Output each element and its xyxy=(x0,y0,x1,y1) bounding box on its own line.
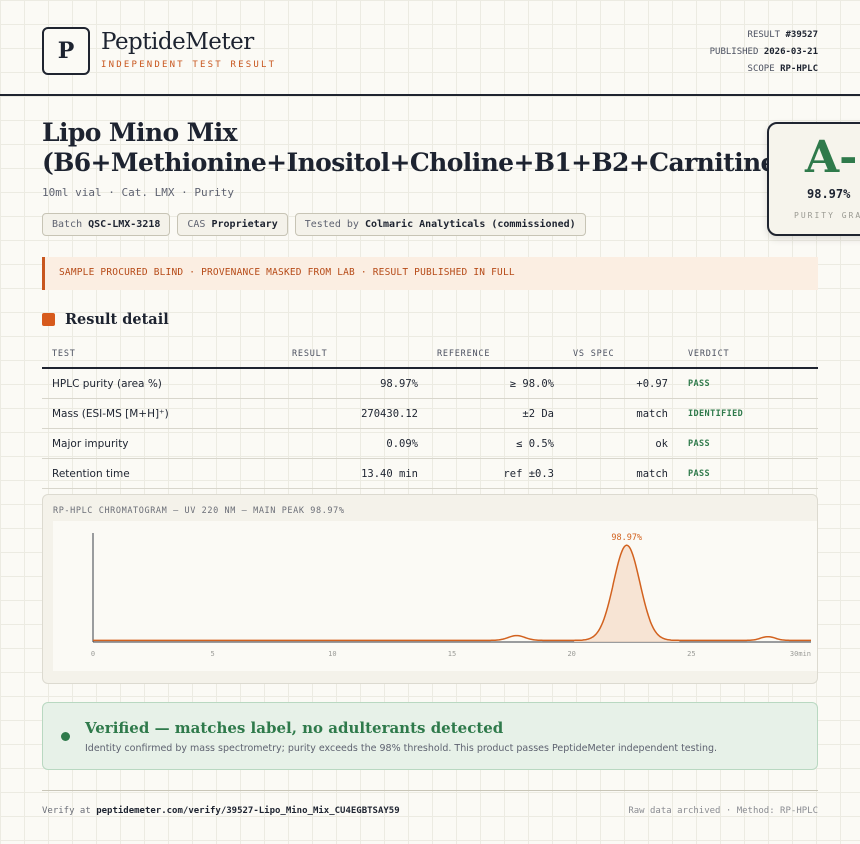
tested-value: Colmaric Analyticals (commissioned) xyxy=(364,219,576,230)
cell-reference: ref ±0.3 xyxy=(503,468,554,480)
cell-reference: ±2 Da xyxy=(522,408,554,420)
table-row: Retention time 13.40 min ref ±0.3 match … xyxy=(42,459,818,489)
table-header: TEST RESULT REFERENCE VS SPEC VERDICT xyxy=(42,340,818,369)
chromatogram-chart: 98.97% 0 5 10 15 20 25 30min xyxy=(91,533,811,658)
cell-vs-spec: +0.97 xyxy=(636,378,668,390)
verified-text: Identity confirmed by mass spectrometry;… xyxy=(85,743,718,754)
cell-vs-spec: ok xyxy=(655,438,668,450)
cell-verdict: IDENTIFIED xyxy=(688,409,744,419)
grade-card: A- 98.97% PURITY GRADE xyxy=(767,122,860,236)
grade-label: PURITY GRADE xyxy=(794,211,860,220)
verify-prefix: Verify at xyxy=(42,806,91,816)
verify-url[interactable]: peptidemeter.com/verify/39527-Lipo_Mino_… xyxy=(96,806,400,816)
result-id-line: RESULT #39527 xyxy=(710,27,818,44)
footer-method: Raw data archived · Method: RP-HPLC xyxy=(628,806,818,816)
header-test: TEST xyxy=(52,349,76,359)
published-label: PUBLISHED xyxy=(709,47,759,57)
published-line: PUBLISHED 2026-03-21 xyxy=(710,44,818,61)
cell-test: Major impurity xyxy=(52,438,129,450)
scope-label: SCOPE xyxy=(747,64,775,74)
header-reference: REFERENCE xyxy=(437,349,491,359)
cas-value: Proprietary xyxy=(211,219,278,230)
header-result: RESULT xyxy=(292,349,328,359)
tested-by-chip: Tested by Colmaric Analyticals (commissi… xyxy=(294,213,586,236)
cas-chip: CAS Proprietary xyxy=(177,213,288,236)
cell-result: 98.97% xyxy=(380,378,418,390)
chromatogram-plot-area: 98.97% 0 5 10 15 20 25 30min xyxy=(53,521,817,671)
cell-result: 13.40 min xyxy=(361,468,418,480)
cell-result: 0.09% xyxy=(386,438,418,450)
scope-line: SCOPE RP-HPLC xyxy=(710,61,818,78)
header-verdict: VERDICT xyxy=(688,349,730,359)
x-tick-label: 0 xyxy=(91,650,95,658)
chromatogram-panel: RP-HPLC CHROMATOGRAM — UV 220 NM — MAIN … xyxy=(42,494,818,684)
cell-test: HPLC purity (area %) xyxy=(52,378,162,390)
cell-reference: ≥ 98.0% xyxy=(509,378,554,390)
published-date: 2026-03-21 xyxy=(763,47,818,57)
chromatogram-line xyxy=(93,544,811,642)
section-marker-icon xyxy=(42,313,55,326)
blind-sample-notice: SAMPLE PROCURED BLIND · PROVENANCE MASKE… xyxy=(42,257,818,290)
grade-letter: A- xyxy=(805,132,858,183)
scope-value: RP-HPLC xyxy=(780,64,818,74)
brand-name: PeptideMeter xyxy=(101,29,254,55)
batch-label: Batch xyxy=(52,219,83,230)
table-row: HPLC purity (area %) 98.97% ≥ 98.0% +0.9… xyxy=(42,369,818,399)
x-tick-label: 5 xyxy=(211,650,215,658)
product-subtitle: 10ml vial · Cat. LMX · Purity xyxy=(42,186,235,199)
logo-letter: P xyxy=(57,38,75,64)
verified-dot-icon xyxy=(61,732,70,741)
table-row: Mass (ESI-MS [M+H]⁺) 270430.12 ±2 Da mat… xyxy=(42,399,818,429)
table-row: Major impurity 0.09% ≤ 0.5% ok PASS xyxy=(42,429,818,459)
product-chips: Batch QSC-LMX-3218 CAS Proprietary Teste… xyxy=(42,213,586,236)
result-label: RESULT xyxy=(747,30,781,40)
cell-test: Mass (ESI-MS [M+H]⁺) xyxy=(52,408,169,420)
x-tick-label: 15 xyxy=(448,650,456,658)
x-tick-label: 30min xyxy=(790,650,811,658)
x-tick-label: 20 xyxy=(567,650,575,658)
cell-vs-spec: match xyxy=(636,408,668,420)
cell-reference: ≤ 0.5% xyxy=(516,438,554,450)
batch-value: QSC-LMX-3218 xyxy=(88,219,161,230)
brand-logo: P xyxy=(42,27,90,75)
cell-verdict: PASS xyxy=(688,439,711,449)
x-tick-label: 25 xyxy=(687,650,695,658)
cell-verdict: PASS xyxy=(688,379,711,389)
verify-link-line: Verify at peptidemeter.com/verify/39527-… xyxy=(42,806,400,816)
result-meta: RESULT #39527 PUBLISHED 2026-03-21 SCOPE… xyxy=(710,27,818,78)
brand-tagline: INDEPENDENT TEST RESULT xyxy=(101,60,277,70)
product-title: Lipo Mino Mix (B6+Methionine+Inositol+Ch… xyxy=(42,118,788,178)
cell-vs-spec: match xyxy=(636,468,668,480)
grade-purity: 98.97% xyxy=(807,187,851,201)
footer-divider xyxy=(42,790,818,791)
chromatogram-title: RP-HPLC CHROMATOGRAM — UV 220 NM — MAIN … xyxy=(53,506,345,516)
verified-banner: Verified — matches label, no adulterants… xyxy=(42,702,818,770)
main-peak-label: 98.97% xyxy=(611,533,642,543)
cell-result: 270430.12 xyxy=(361,408,418,420)
section-title: Result detail xyxy=(65,311,169,328)
cell-verdict: PASS xyxy=(688,469,711,479)
cas-label: CAS xyxy=(187,219,206,230)
batch-chip: Batch QSC-LMX-3218 xyxy=(42,213,171,236)
x-tick-label: 10 xyxy=(328,650,336,658)
cell-test: Retention time xyxy=(52,468,130,480)
result-id: #39527 xyxy=(785,30,818,40)
page-header: P PeptideMeter INDEPENDENT TEST RESULT R… xyxy=(0,0,860,96)
header-vs-spec: VS SPEC xyxy=(573,349,615,359)
results-table: TEST RESULT REFERENCE VS SPEC VERDICT HP… xyxy=(42,340,818,489)
product-title-line2: (B6+Methionine+Inositol+Choline+B1+B2+Ca… xyxy=(42,148,788,177)
result-detail-heading: Result detail xyxy=(42,311,169,328)
main-peak-fill xyxy=(574,545,680,642)
product-title-line1: Lipo Mino Mix xyxy=(42,118,238,147)
tested-label: Tested by xyxy=(304,219,359,230)
verified-title: Verified — matches label, no adulterants… xyxy=(85,719,504,737)
